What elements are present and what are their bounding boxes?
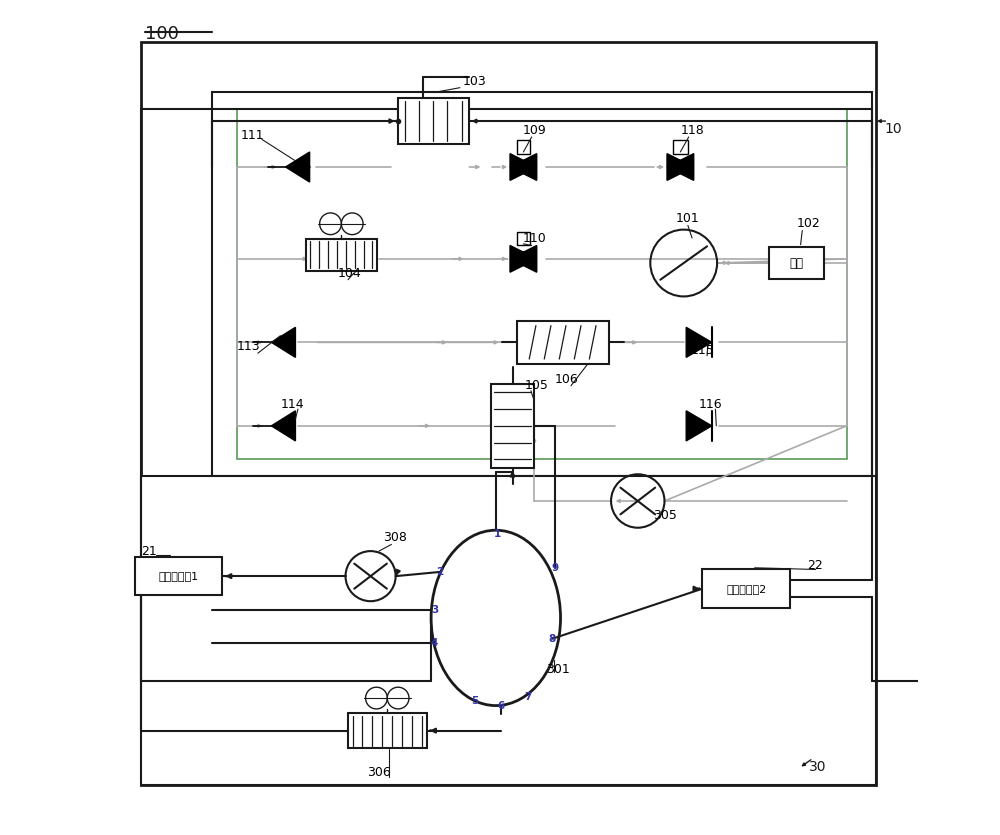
- Text: 9: 9: [551, 563, 558, 573]
- Bar: [135, 557, 222, 595]
- Bar: [517, 232, 530, 245]
- Bar: [491, 384, 534, 468]
- Text: 115: 115: [690, 344, 714, 357]
- Text: 104: 104: [337, 266, 361, 280]
- Text: 22: 22: [807, 559, 823, 572]
- Text: 30: 30: [809, 760, 826, 773]
- Polygon shape: [667, 154, 694, 180]
- Text: 热管理对象1: 热管理对象1: [158, 571, 199, 581]
- Bar: [769, 247, 824, 279]
- Bar: [141, 42, 876, 785]
- Polygon shape: [686, 327, 712, 357]
- Polygon shape: [271, 327, 295, 357]
- Text: 6: 6: [497, 701, 504, 711]
- Text: 102: 102: [796, 217, 820, 230]
- Text: 110: 110: [523, 232, 546, 245]
- Polygon shape: [510, 154, 537, 180]
- Text: 111: 111: [241, 129, 265, 142]
- Polygon shape: [510, 245, 537, 272]
- Bar: [348, 713, 427, 748]
- Text: 7: 7: [524, 692, 531, 702]
- Polygon shape: [271, 411, 295, 441]
- Text: 106: 106: [554, 372, 578, 386]
- Text: 105: 105: [525, 379, 549, 392]
- Text: 113: 113: [237, 340, 261, 353]
- Text: 109: 109: [523, 124, 546, 137]
- Text: 116: 116: [699, 397, 722, 411]
- Polygon shape: [686, 411, 712, 441]
- Text: 2: 2: [436, 567, 443, 577]
- Text: 1: 1: [494, 529, 501, 539]
- Text: 10: 10: [884, 123, 902, 136]
- Text: 103: 103: [462, 74, 486, 88]
- Bar: [398, 98, 469, 144]
- Text: 118: 118: [680, 124, 704, 137]
- Polygon shape: [510, 154, 537, 180]
- Bar: [212, 92, 872, 476]
- Text: 308: 308: [383, 531, 407, 544]
- Text: 3: 3: [431, 605, 438, 615]
- Text: 114: 114: [280, 397, 304, 411]
- Text: 5: 5: [471, 696, 479, 706]
- Bar: [673, 140, 688, 154]
- Text: 100: 100: [145, 25, 179, 43]
- Text: 4: 4: [431, 638, 438, 648]
- Text: 21: 21: [141, 544, 157, 558]
- Bar: [517, 140, 530, 154]
- Bar: [237, 109, 847, 459]
- Text: 气分: 气分: [789, 256, 803, 270]
- Text: 101: 101: [675, 212, 699, 225]
- Polygon shape: [286, 152, 310, 182]
- Bar: [517, 321, 609, 364]
- Text: 8: 8: [549, 634, 556, 644]
- Text: 热管理对象2: 热管理对象2: [726, 584, 766, 594]
- Text: 305: 305: [653, 509, 677, 522]
- Bar: [141, 476, 876, 785]
- Text: 306: 306: [367, 766, 391, 779]
- Polygon shape: [667, 154, 694, 180]
- Text: 301: 301: [546, 663, 570, 676]
- Bar: [306, 239, 377, 271]
- Polygon shape: [510, 245, 537, 272]
- Bar: [702, 569, 790, 608]
